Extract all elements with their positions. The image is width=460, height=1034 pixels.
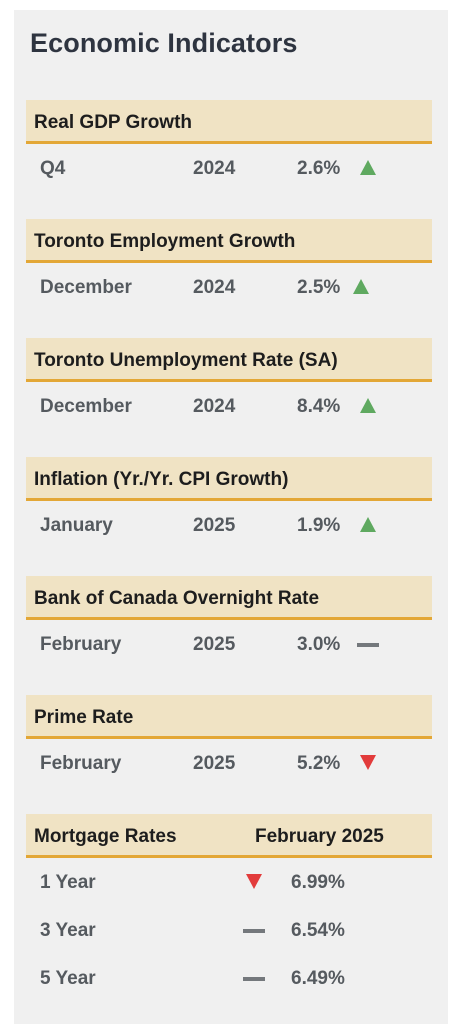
mortgage-value: 6.49% [291,968,345,989]
mortgage-header: Mortgage Rates February 2025 [26,814,432,858]
indicator-header: Inflation (Yr./Yr. CPI Growth) [26,457,432,501]
mortgage-term: 5 Year [40,968,96,989]
dash-icon [243,922,265,938]
indicator-period: December [40,277,132,298]
indicator-value: 1.9% [297,515,341,536]
indicator-year: 2025 [193,515,236,536]
mortgage-term: 3 Year [40,920,96,941]
indicator-label: Bank of Canada Overnight Rate [34,588,320,609]
mortgage-row: 5 Year 6.49% [26,954,432,1002]
indicator-row: December 2024 8.4% [26,382,432,430]
indicator-period: February [40,634,122,655]
indicator-period: February [40,753,122,774]
indicator-label: Real GDP Growth [34,112,193,133]
indicator-header: Prime Rate [26,695,432,739]
indicator-header: Toronto Unemployment Rate (SA) [26,338,432,382]
indicator-value: 2.6% [297,158,341,179]
triangle-down-icon [360,755,378,771]
page-title: Economic Indicators [30,28,298,58]
indicator-period: December [40,396,132,417]
mortgage-label: Mortgage Rates [34,826,177,847]
indicator-header: Real GDP Growth [26,100,432,144]
indicator-real-gdp-growth: Real GDP Growth Q4 2024 2.6% [26,100,432,192]
mortgage-rates-section: Mortgage Rates February 2025 1 Year 6.99… [26,814,432,1002]
indicator-row: December 2024 2.5% [26,263,432,311]
indicator-year: 2024 [193,158,236,179]
economic-indicators-panel: Economic Indicators Real GDP Growth Q4 2… [14,10,448,1024]
triangle-up-icon [360,160,378,176]
dash-icon [243,970,265,986]
triangle-up-icon [353,279,371,295]
indicator-year: 2025 [193,753,236,774]
indicator-period: January [40,515,113,536]
mortgage-value: 6.54% [291,920,345,941]
indicator-header: Toronto Employment Growth [26,219,432,263]
mortgage-date: February 2025 [255,826,384,847]
indicator-value: 5.2% [297,753,341,774]
indicator-row: January 2025 1.9% [26,501,432,549]
indicator-year: 2025 [193,634,236,655]
indicator-boc-overnight-rate: Bank of Canada Overnight Rate February 2… [26,576,432,668]
indicator-toronto-unemployment-rate: Toronto Unemployment Rate (SA) December … [26,338,432,430]
mortgage-term: 1 Year [40,872,96,893]
mortgage-value: 6.99% [291,872,345,893]
indicator-row: February 2025 5.2% [26,739,432,787]
indicator-year: 2024 [193,277,236,298]
indicator-prime-rate: Prime Rate February 2025 5.2% [26,695,432,787]
triangle-up-icon [360,398,378,414]
indicator-period: Q4 [40,158,66,179]
indicator-value: 3.0% [297,634,341,655]
indicator-header: Bank of Canada Overnight Rate [26,576,432,620]
indicator-inflation: Inflation (Yr./Yr. CPI Growth) January 2… [26,457,432,549]
indicator-row: February 2025 3.0% [26,620,432,668]
indicator-year: 2024 [193,396,236,417]
indicator-value: 8.4% [297,396,341,417]
indicator-label: Toronto Unemployment Rate (SA) [34,350,338,371]
indicator-label: Prime Rate [34,707,134,728]
mortgage-row: 3 Year 6.54% [26,906,432,954]
triangle-up-icon [360,517,378,533]
indicator-label: Toronto Employment Growth [34,231,296,252]
indicator-label: Inflation (Yr./Yr. CPI Growth) [34,469,289,490]
indicator-row: Q4 2024 2.6% [26,144,432,192]
mortgage-row: 1 Year 6.99% [26,858,432,906]
indicator-value: 2.5% [297,277,341,298]
indicator-toronto-employment-growth: Toronto Employment Growth December 2024 … [26,219,432,311]
dash-icon [357,636,379,652]
triangle-down-icon [246,874,264,890]
